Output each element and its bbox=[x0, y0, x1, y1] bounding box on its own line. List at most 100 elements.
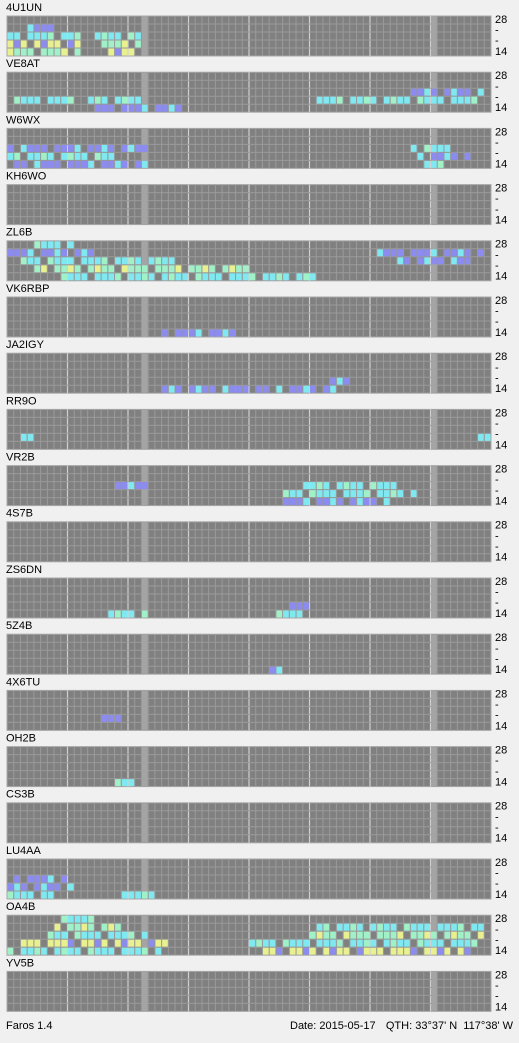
signal-cell bbox=[141, 160, 148, 168]
signal-cell bbox=[424, 160, 430, 168]
signal-cell bbox=[27, 875, 34, 883]
signal-cell bbox=[189, 265, 195, 273]
signal-cell bbox=[115, 610, 121, 618]
time-marker bbox=[141, 690, 148, 730]
signal-cell bbox=[54, 249, 61, 257]
time-marker bbox=[431, 297, 437, 337]
band-label: 28 bbox=[495, 183, 507, 195]
signal-cell bbox=[68, 160, 74, 168]
time-marker bbox=[431, 16, 437, 56]
signal-cell bbox=[464, 88, 471, 96]
time-marker bbox=[141, 971, 148, 1011]
signal-cell bbox=[68, 273, 74, 281]
signal-cell bbox=[296, 273, 303, 281]
signal-cell bbox=[41, 40, 47, 48]
band-label: 14 bbox=[495, 1001, 507, 1013]
app-version: Faros 1.4 bbox=[6, 1020, 52, 1032]
signal-cell bbox=[14, 891, 20, 899]
band-label: - bbox=[495, 372, 499, 384]
signal-cell bbox=[34, 40, 41, 48]
signal-cell bbox=[47, 152, 54, 160]
band-label: - bbox=[495, 306, 499, 318]
signal-cell bbox=[108, 144, 115, 152]
beacon-name: YV5B bbox=[6, 957, 34, 969]
signal-cell bbox=[168, 265, 175, 273]
signal-cell bbox=[209, 273, 215, 281]
signal-cell bbox=[363, 498, 370, 506]
signal-cell bbox=[27, 32, 34, 40]
signal-cell bbox=[121, 947, 128, 955]
signal-cell bbox=[424, 257, 430, 265]
signal-cell bbox=[34, 32, 41, 40]
beacon-name: 4S7B bbox=[6, 508, 33, 520]
signal-cell bbox=[108, 714, 115, 722]
band-label: - bbox=[495, 597, 499, 609]
signal-cell bbox=[74, 40, 81, 48]
time-marker bbox=[431, 466, 437, 506]
signal-cell bbox=[330, 931, 336, 939]
signal-cell bbox=[323, 482, 330, 490]
time-marker bbox=[141, 409, 148, 449]
signal-cell bbox=[34, 241, 41, 249]
signal-cell bbox=[404, 939, 410, 947]
signal-cell bbox=[437, 152, 444, 160]
signal-cell bbox=[323, 923, 330, 931]
signal-cell bbox=[34, 144, 41, 152]
time-marker bbox=[431, 971, 437, 1011]
signal-cell bbox=[182, 329, 188, 337]
signal-cell bbox=[20, 160, 27, 168]
signal-cell bbox=[41, 249, 47, 257]
band-label: 28 bbox=[495, 464, 507, 476]
signal-cell bbox=[47, 32, 54, 40]
signal-cell bbox=[437, 257, 444, 265]
signal-cell bbox=[47, 883, 54, 891]
signal-cell bbox=[128, 939, 135, 947]
signal-cell bbox=[20, 48, 27, 56]
signal-cell bbox=[229, 385, 236, 393]
signal-cell bbox=[242, 385, 249, 393]
signal-cell bbox=[61, 273, 67, 281]
signal-cell bbox=[357, 490, 363, 498]
band-label: - bbox=[495, 934, 499, 946]
signal-cell bbox=[20, 249, 27, 257]
signal-cell bbox=[41, 32, 47, 40]
signal-cell bbox=[121, 144, 128, 152]
signal-cell bbox=[343, 947, 350, 955]
signal-cell bbox=[390, 490, 397, 498]
signal-cell bbox=[41, 265, 47, 273]
signal-cell bbox=[81, 273, 88, 281]
signal-cell bbox=[101, 104, 108, 112]
signal-cell bbox=[27, 249, 34, 257]
signal-cell bbox=[81, 249, 88, 257]
band-label: - bbox=[495, 249, 499, 261]
signal-cell bbox=[471, 923, 478, 931]
signal-cell bbox=[437, 160, 444, 168]
signal-cell bbox=[417, 931, 424, 939]
band-label: 14 bbox=[495, 383, 507, 395]
signal-cell bbox=[289, 602, 296, 610]
signal-cell bbox=[323, 96, 330, 104]
signal-cell bbox=[310, 490, 316, 498]
signal-cell bbox=[162, 265, 168, 273]
signal-cell bbox=[94, 947, 101, 955]
signal-cell bbox=[20, 40, 27, 48]
signal-cell bbox=[370, 947, 377, 955]
band-label: - bbox=[495, 643, 499, 655]
signal-cell bbox=[431, 931, 437, 939]
signal-cell bbox=[236, 265, 242, 273]
signal-cell bbox=[148, 891, 155, 899]
signal-cell bbox=[370, 96, 377, 104]
signal-cell bbox=[141, 947, 148, 955]
signal-cell bbox=[155, 947, 162, 955]
band-label: - bbox=[495, 541, 499, 553]
signal-cell bbox=[410, 947, 417, 955]
band-label: - bbox=[495, 474, 499, 486]
signal-cell bbox=[350, 498, 357, 506]
signal-cell bbox=[269, 273, 276, 281]
signal-cell bbox=[451, 249, 457, 257]
signal-cell bbox=[363, 490, 370, 498]
signal-cell bbox=[478, 249, 484, 257]
